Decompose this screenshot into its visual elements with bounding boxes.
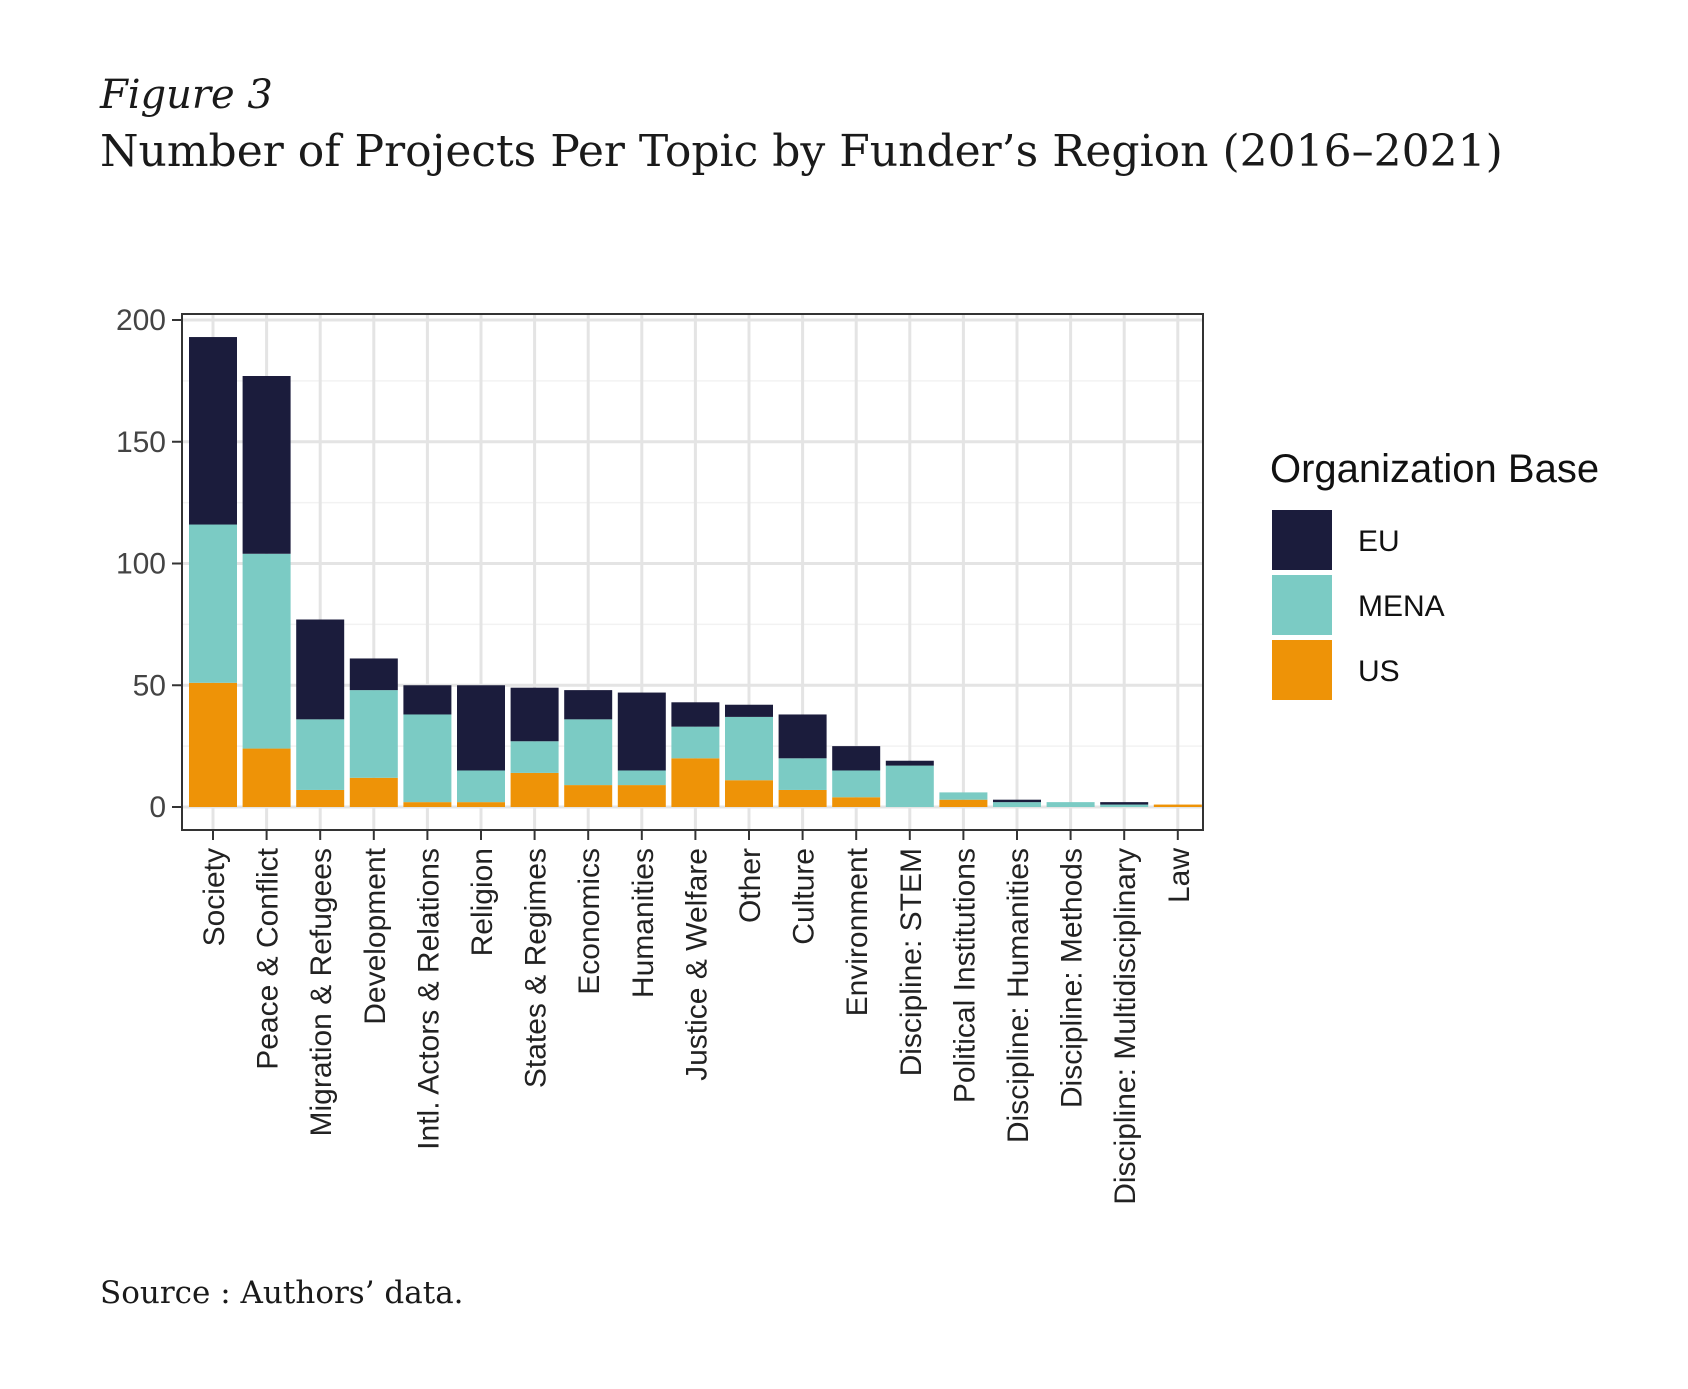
bar-segment-us: [832, 797, 881, 807]
legend-title: Organization Base: [1270, 447, 1599, 491]
legend-label-us: US: [1358, 655, 1400, 688]
bar-segment-mena: [778, 758, 827, 790]
bar-segment-mena: [993, 802, 1041, 807]
x-category-label: Justice & Welfare: [680, 848, 713, 1081]
x-category-label: Society: [198, 848, 231, 946]
legend-key-us: [1272, 640, 1332, 700]
x-category-label: Discipline: Humanities: [1002, 848, 1035, 1143]
bar-segment-mena: [725, 716, 773, 781]
bar-segment-mena: [403, 714, 452, 803]
bar-segment-us: [296, 789, 345, 807]
x-category-label: Discipline: STEM: [895, 848, 928, 1076]
source-note: Source : Authors’ data.: [100, 1275, 464, 1311]
y-tick-label: 0: [149, 791, 166, 824]
bar-segment-us: [671, 758, 720, 807]
bar-segment-mena: [671, 726, 720, 759]
bar-segment-mena: [832, 770, 881, 798]
bar-segment-eu: [778, 714, 827, 759]
bar-segment-eu: [349, 658, 398, 691]
bar-segment-eu: [671, 702, 720, 727]
bar-segment-mena: [349, 690, 398, 778]
bar-segment-eu: [993, 799, 1041, 803]
x-category-label: Political Institutions: [948, 848, 981, 1103]
bar-segment-mena: [885, 765, 934, 807]
legend-key-mena: [1272, 575, 1332, 635]
bar-segment-us: [349, 777, 398, 807]
bar-segment-mena: [296, 719, 345, 790]
bar-segment-us: [778, 789, 827, 807]
y-tick-label: 100: [116, 548, 166, 581]
bar-segment-us: [242, 748, 291, 807]
x-category-label: Culture: [788, 848, 821, 945]
y-tick-label: 200: [116, 304, 166, 337]
bar-segment-eu: [457, 685, 505, 771]
bar-segment-mena: [1100, 804, 1149, 807]
bar-segment-us: [939, 799, 988, 807]
bar-segment-eu: [725, 704, 773, 717]
bar-segment-eu: [617, 692, 666, 771]
bar-segment-mena: [457, 770, 505, 803]
bar-segment-us: [564, 785, 613, 807]
x-category-label: Religion: [466, 848, 499, 956]
bar-segment-eu: [189, 337, 237, 525]
x-category-label: States & Regimes: [520, 848, 553, 1088]
x-category-label: Migration & Refugees: [305, 848, 338, 1137]
bar-segment-mena: [564, 719, 613, 786]
bar-segment-us: [617, 785, 666, 807]
bar-segment-mena: [242, 553, 291, 749]
bar-layer: [189, 337, 1202, 807]
bar-segment-us: [1153, 804, 1202, 807]
legend-key-eu: [1272, 510, 1332, 570]
bar-segment-eu: [510, 687, 559, 742]
bar-segment-eu: [564, 690, 613, 720]
x-category-label: Other: [734, 848, 767, 923]
y-tick-label: 50: [133, 669, 166, 702]
bar-segment-us: [403, 802, 452, 807]
bar-segment-eu: [403, 685, 452, 715]
x-category-label: Humanities: [627, 848, 660, 998]
bar-segment-mena: [1046, 802, 1095, 807]
x-category-label: Discipline: Multidisciplinary: [1109, 848, 1142, 1205]
bar-segment-eu: [296, 619, 345, 720]
bar-segment-mena: [939, 792, 988, 800]
bar-segment-eu: [832, 746, 881, 771]
bar-segment-eu: [1100, 802, 1149, 805]
bar-segment-mena: [189, 524, 237, 683]
y-tick-label: 150: [116, 426, 166, 459]
legend-label-mena: MENA: [1358, 590, 1445, 623]
figure-title: Number of Projects Per Topic by Funder’s…: [100, 126, 1503, 177]
bar-segment-mena: [510, 741, 559, 773]
bar-segment-eu: [885, 760, 934, 766]
x-category-label: Intl. Actors & Relations: [412, 848, 445, 1150]
figure-label: Figure 3: [100, 72, 273, 118]
bar-segment-us: [510, 772, 559, 807]
axis-layer: 0 50 100 150 200 Society Peace & Conflict Migra…: [116, 304, 1196, 1205]
legend-label-eu: EU: [1358, 525, 1400, 558]
x-category-label: Law: [1163, 848, 1196, 903]
x-category-label: Environment: [841, 847, 874, 1016]
bar-segment-eu: [242, 376, 291, 554]
bar-segment-us: [725, 780, 773, 807]
bar-segment-us: [189, 682, 237, 807]
x-category-label: Discipline: Methods: [1056, 848, 1089, 1108]
bar-segment-mena: [617, 770, 666, 786]
legend: Organization Base EU MENA US: [1270, 447, 1599, 700]
x-category-label: Peace & Conflict: [252, 847, 285, 1069]
x-category-label: Development: [359, 847, 392, 1024]
panel-border: [181, 313, 1204, 831]
bar-segment-us: [457, 802, 505, 807]
x-category-label: Economics: [573, 848, 606, 995]
